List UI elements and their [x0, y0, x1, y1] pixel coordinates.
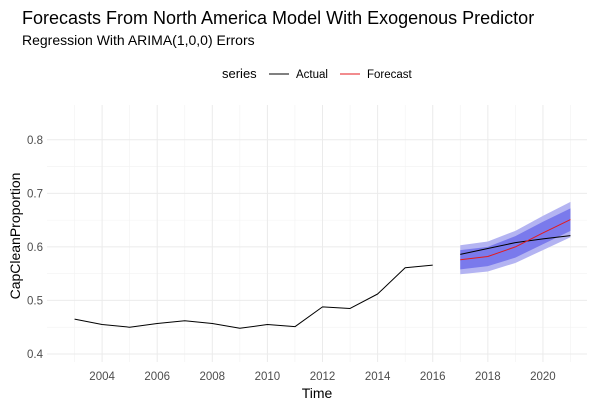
grid [47, 105, 587, 362]
y-tick-label: 0.7 [27, 188, 43, 200]
x-tick-label: 2018 [475, 371, 501, 383]
x-axis: 2004 2006 2008 2010 2012 2014 2016 2018 2020 [89, 371, 555, 383]
legend-title: series [222, 66, 257, 81]
legend-label-forecast: Forecast [367, 69, 413, 81]
y-axis-title: CapCleanProportion [7, 173, 23, 300]
x-tick-label: 2008 [200, 371, 226, 383]
series-line-actual-1 [460, 235, 571, 255]
chart-subtitle: Regression With ARIMA(1,0,0) Errors [22, 32, 255, 48]
y-tick-label: 0.4 [27, 349, 44, 361]
x-tick-label: 2020 [530, 371, 556, 383]
interval-band-80 [460, 208, 571, 270]
y-tick-label: 0.5 [27, 295, 43, 307]
x-tick-label: 2004 [89, 371, 115, 383]
series-line-forecast-2 [460, 219, 571, 261]
series-lines [74, 219, 571, 329]
y-tick-label: 0.6 [27, 242, 43, 254]
legend-label-actual: Actual [296, 69, 328, 81]
x-tick-label: 2014 [365, 371, 391, 383]
series-line-actual-0 [74, 264, 433, 329]
x-tick-label: 2012 [310, 371, 336, 383]
x-tick-label: 2016 [420, 371, 446, 383]
x-tick-label: 2010 [255, 371, 281, 383]
y-axis: 0.4 0.5 0.6 0.7 0.8 [27, 135, 44, 361]
legend: series Actual Forecast [222, 66, 413, 81]
chart-title: Forecasts From North America Model With … [22, 8, 534, 28]
x-axis-title: Time [302, 385, 333, 401]
x-tick-label: 2006 [144, 371, 170, 383]
y-tick-label: 0.8 [27, 135, 43, 147]
